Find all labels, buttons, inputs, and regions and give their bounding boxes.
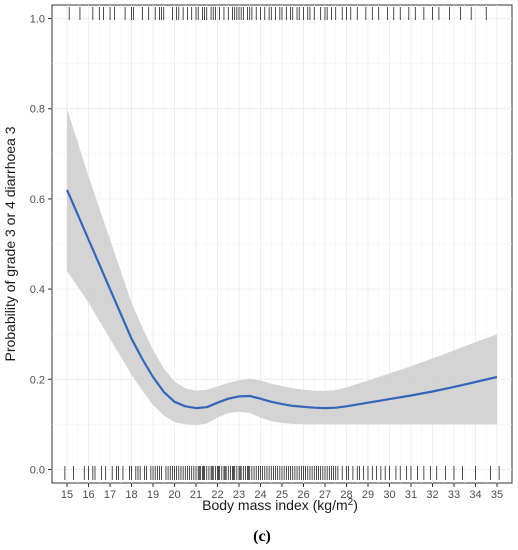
y-tick-label: 0.8 [30, 104, 45, 116]
x-tick-label: 15 [61, 489, 73, 501]
y-tick-label: 0.4 [30, 284, 45, 296]
x-tick-label: 17 [104, 489, 116, 501]
confidence-band [67, 108, 497, 426]
probability-curve [65, 189, 498, 410]
x-axis-ticks: 15 16 17 18 19 20 21 22 23 24 25 26 27 28 29 30 31 32 33 34… [61, 483, 503, 501]
x-tick-label: 23 [233, 489, 245, 501]
y-tick-label: 0.0 [30, 464, 45, 476]
y-tick-label: 0.2 [30, 374, 45, 386]
rug-top [68, 7, 487, 20]
x-tick-label: 25 [276, 489, 288, 501]
y-tick-label: 0.6 [30, 194, 45, 206]
x-axis-title-close: ) [353, 497, 358, 513]
x-tick-label: 19 [147, 489, 159, 501]
x-tick-label: 20 [168, 489, 180, 501]
x-axis-title: Body mass index (kg/m2) [202, 497, 358, 513]
x-tick-label: 21 [190, 489, 202, 501]
x-tick-label: 35 [491, 489, 503, 501]
smoothed-line-layer [65, 189, 498, 410]
x-tick-label: 26 [297, 489, 309, 501]
x-tick-label: 27 [319, 489, 331, 501]
x-tick-label: 31 [405, 489, 417, 501]
panel-label: (c) [253, 528, 271, 545]
x-tick-label: 16 [82, 489, 94, 501]
grid-lines [52, 5, 512, 483]
y-axis-title: Probability of grade 3 or 4 diarrhoea 3 [2, 126, 18, 361]
x-tick-label: 22 [211, 489, 223, 501]
x-axis-title-superscript: 2 [348, 497, 354, 508]
y-axis-ticks: 0.0 0.2 0.4 0.6 0.8 1.0 [30, 14, 52, 476]
x-tick-label: 18 [125, 489, 137, 501]
x-tick-label: 29 [362, 489, 374, 501]
y-tick-label: 1.0 [30, 14, 45, 26]
x-axis-title-main: Body mass index (kg/m [202, 497, 348, 513]
x-tick-label: 24 [254, 489, 266, 501]
x-tick-label: 33 [448, 489, 460, 501]
x-tick-label: 34 [469, 489, 481, 501]
x-tick-label: 32 [426, 489, 438, 501]
confidence-band-layer [67, 108, 497, 426]
x-tick-label: 28 [340, 489, 352, 501]
rug-bottom [64, 466, 500, 480]
x-tick-label: 30 [383, 489, 395, 501]
